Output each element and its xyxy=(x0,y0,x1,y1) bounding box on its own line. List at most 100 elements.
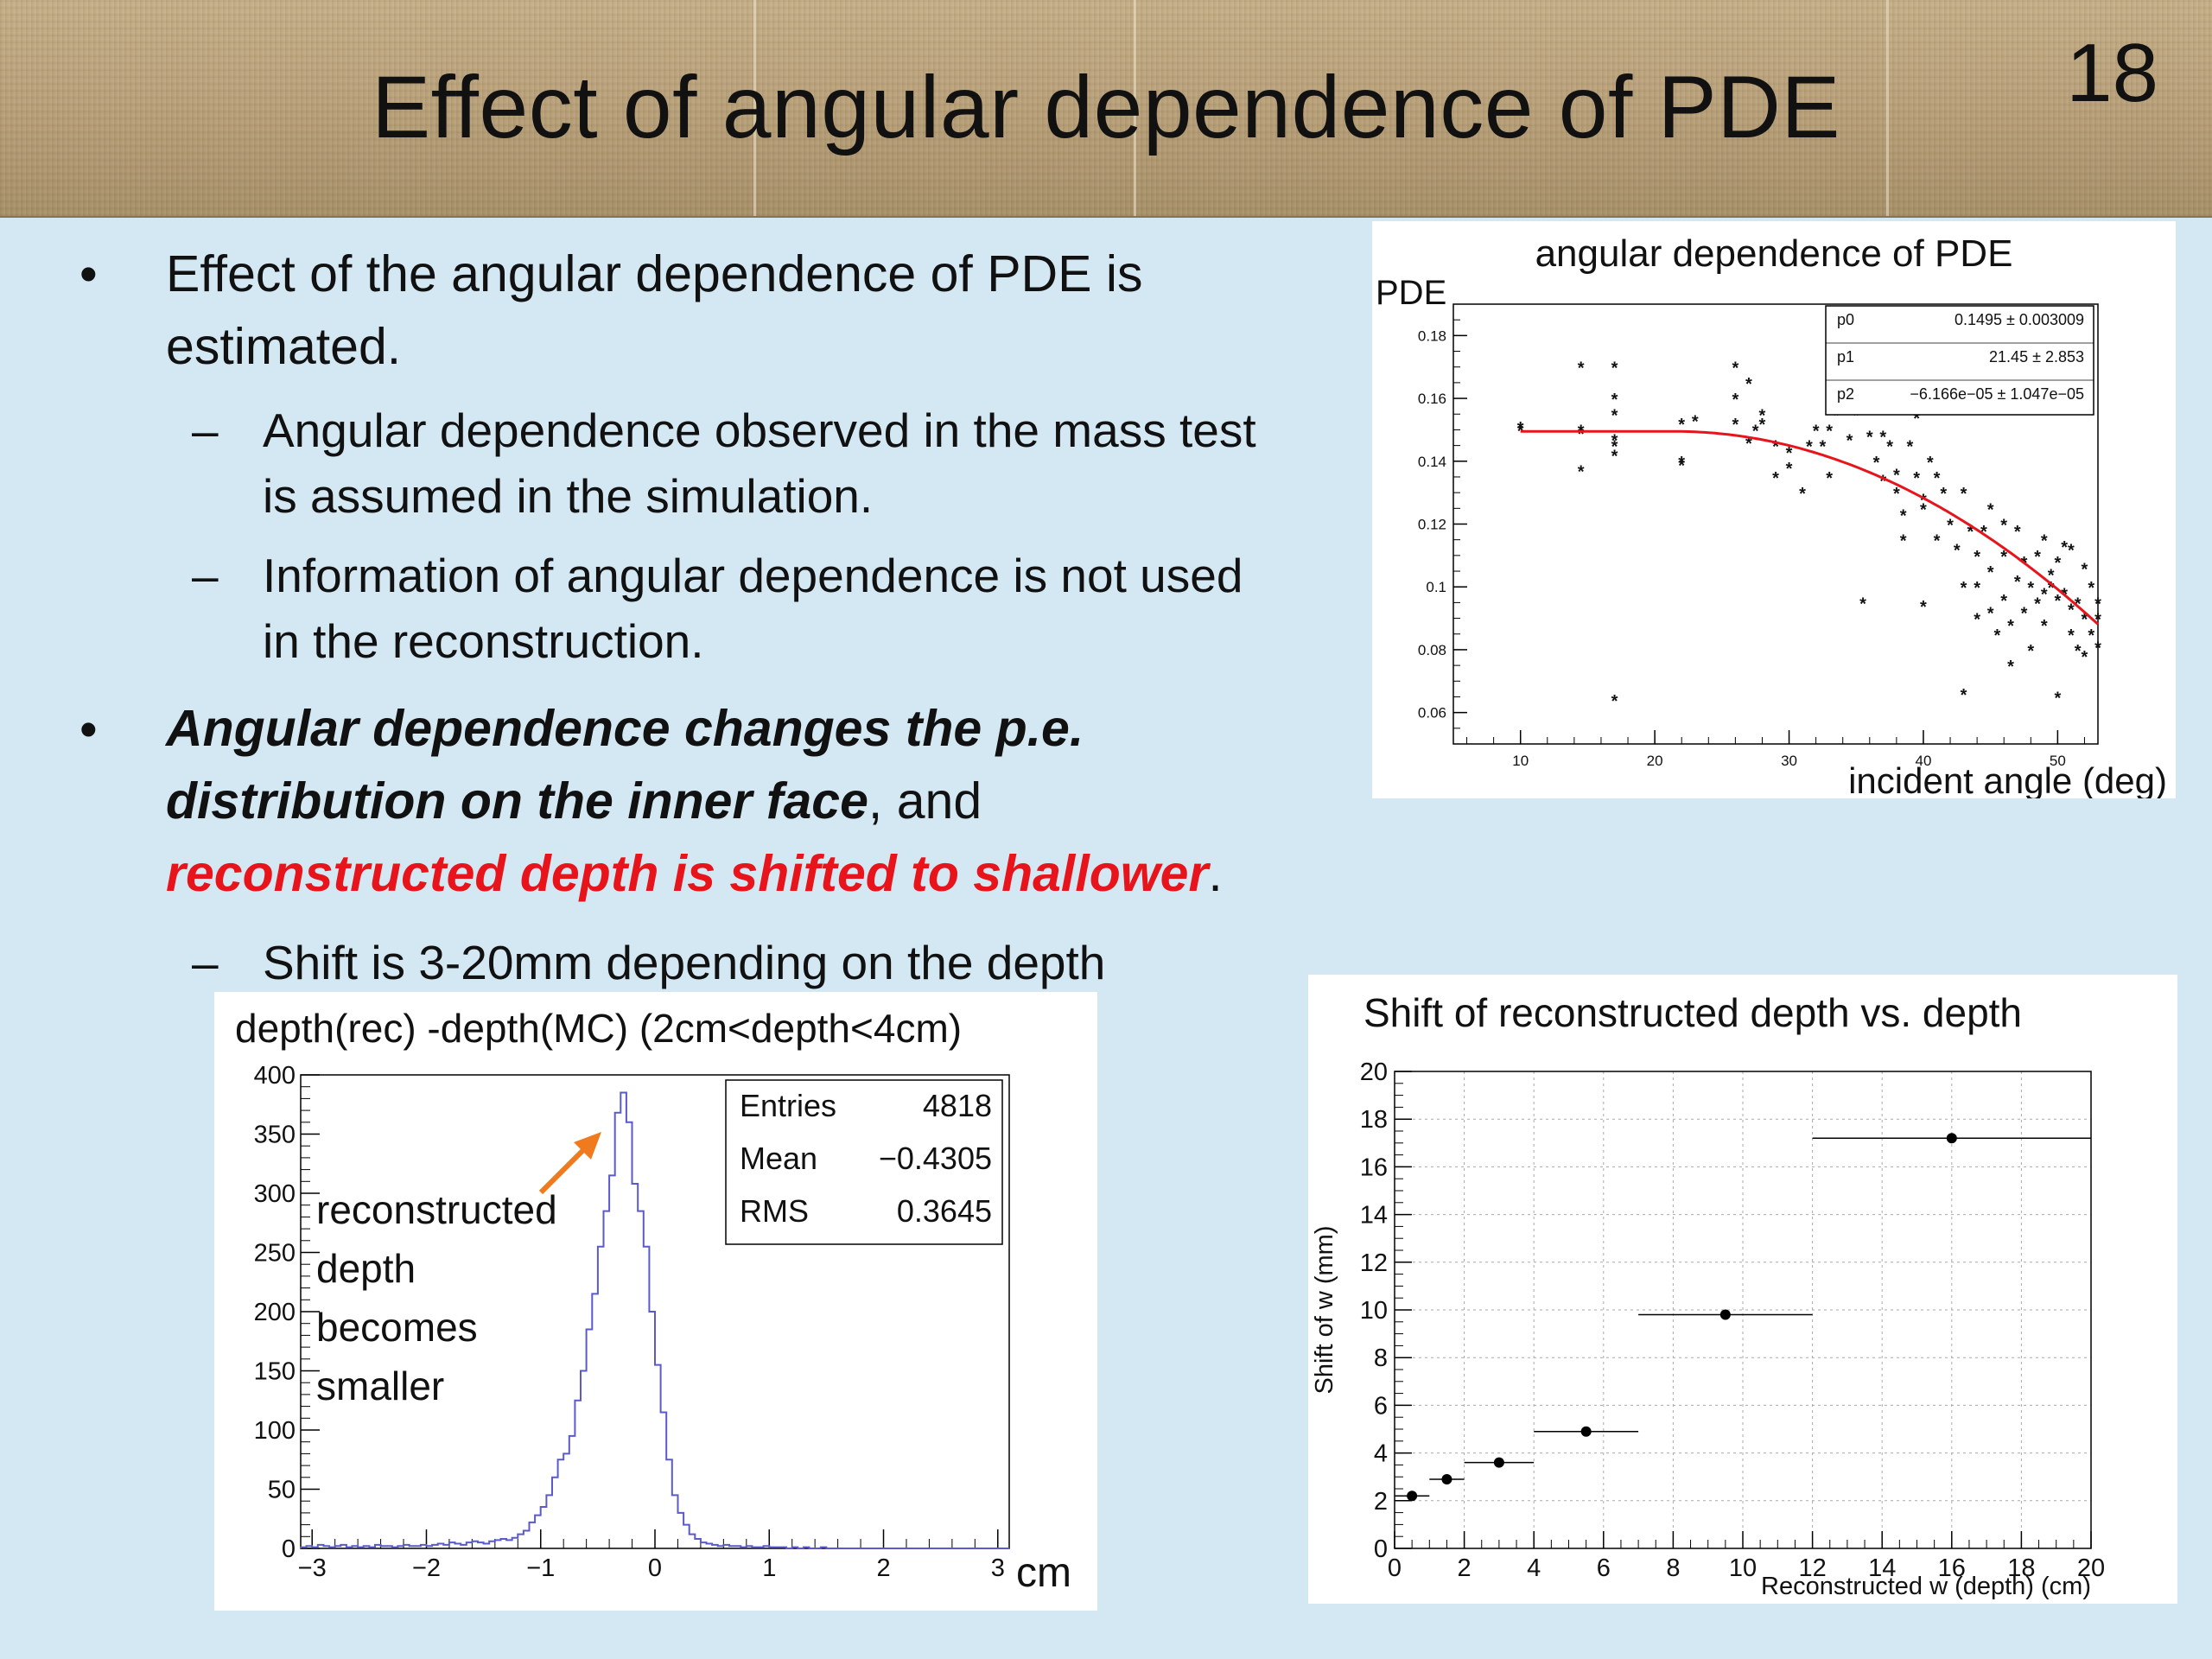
stats-name: RMS xyxy=(740,1193,809,1229)
y-axis-label: PDE xyxy=(1376,274,1446,312)
x-tick-label: 0 xyxy=(1388,1554,1402,1582)
data-point: * xyxy=(1987,604,1994,623)
texture-seam xyxy=(1134,0,1136,216)
data-point: * xyxy=(2034,594,2041,613)
data-point: * xyxy=(1732,416,1738,435)
data-point: * xyxy=(1578,463,1585,482)
data-point: * xyxy=(2075,594,2082,613)
data-point: * xyxy=(1900,507,1907,526)
histogram-chart: depth(rec) -depth(MC) (2cm<depth<4cm) cm 0… xyxy=(235,1006,1071,1596)
data-point: * xyxy=(2027,579,2034,598)
x-tick-label: 12 xyxy=(1798,1554,1826,1582)
sub-bullet-1-line-2: is assumed in the simulation. xyxy=(263,469,874,523)
data-point: * xyxy=(1806,438,1813,457)
bullet-2-line-1: Angular dependence changes the p.e. xyxy=(166,700,1084,757)
data-point: * xyxy=(2082,648,2088,667)
data-point: * xyxy=(1987,500,1994,519)
data-point: * xyxy=(1879,429,1886,448)
x-tick-label: 3 xyxy=(991,1554,1005,1582)
data-point: * xyxy=(1940,485,1947,504)
data-point: * xyxy=(1611,359,1618,378)
x-tick-label: 6 xyxy=(1597,1554,1611,1582)
stats-box xyxy=(1825,305,2094,416)
data-point: * xyxy=(2068,601,2075,620)
data-point: * xyxy=(1611,391,1618,410)
data-point: * xyxy=(1517,419,1524,438)
x-tick-label: −3 xyxy=(298,1554,327,1582)
data-point: * xyxy=(1900,532,1907,551)
data-point: * xyxy=(1813,422,1820,441)
data-point: * xyxy=(2041,585,2048,604)
y-tick-label: 50 xyxy=(268,1477,296,1504)
data-point: * xyxy=(2000,548,2007,567)
sub-bullet-2-line-2: in the reconstruction. xyxy=(263,614,704,668)
histogram-panel: depth(rec) -depth(MC) (2cm<depth<4cm) cm 0… xyxy=(214,992,1097,1611)
data-point: * xyxy=(1961,579,1967,598)
y-tick-label: 0.16 xyxy=(1418,391,1446,407)
y-tick-label: 150 xyxy=(254,1358,296,1386)
bullet-2-tail: , and xyxy=(868,772,982,830)
data-point: * xyxy=(2068,542,2075,561)
data-point: * xyxy=(2054,592,2061,611)
x-tick-label: −2 xyxy=(412,1554,441,1582)
chart-title: depth(rec) -depth(MC) (2cm<depth<4cm) xyxy=(235,1006,962,1051)
x-tick-label: 16 xyxy=(1938,1554,1966,1582)
data-point xyxy=(1580,1426,1592,1437)
x-tick-label: 2 xyxy=(1458,1554,1471,1582)
annotation-text: smaller xyxy=(316,1363,444,1408)
stats-name: p1 xyxy=(1837,348,1854,365)
data-point: * xyxy=(1678,416,1685,435)
data-point: * xyxy=(1873,454,1880,473)
y-tick-label: 400 xyxy=(254,1062,296,1090)
data-point: * xyxy=(2094,639,2101,658)
chart-title: angular dependence of PDE xyxy=(1535,232,2013,275)
data-point: * xyxy=(2000,592,2007,611)
data-point: * xyxy=(1994,626,2001,645)
x-tick-label: −1 xyxy=(526,1554,555,1582)
shift-chart-panel: Shift of reconstructed depth vs. depth Re… xyxy=(1308,975,2177,1604)
x-tick-label: 50 xyxy=(2050,753,2066,769)
data-point: * xyxy=(1732,391,1738,410)
data-point: * xyxy=(1772,469,1779,488)
x-tick-label: 20 xyxy=(1647,753,1663,769)
data-point: * xyxy=(1974,548,1980,567)
pde-chart: angular dependence of PDE PDE incident ang… xyxy=(1376,232,2167,801)
stats-name: Entries xyxy=(740,1088,836,1123)
data-point: * xyxy=(2082,560,2088,579)
y-tick-label: 0.14 xyxy=(1418,454,1446,470)
stats-value: 0.3645 xyxy=(897,1193,992,1229)
data-point: * xyxy=(1847,431,1853,450)
data-point: * xyxy=(1974,579,1980,598)
data-point: * xyxy=(2082,611,2088,630)
texture-seam xyxy=(1886,0,1889,216)
annotation-text: reconstructed xyxy=(316,1187,557,1232)
data-point: * xyxy=(2054,689,2061,708)
x-tick-label: 30 xyxy=(1781,753,1797,769)
data-point: * xyxy=(1833,406,1840,425)
x-tick-label: 2 xyxy=(876,1554,890,1582)
data-point: * xyxy=(1826,422,1833,441)
stats-value: 21.45 ± 2.853 xyxy=(1989,348,2084,365)
data-point: * xyxy=(1980,523,1987,542)
dash-symbol: – xyxy=(192,549,219,602)
stats-name: Mean xyxy=(740,1141,817,1176)
data-point: * xyxy=(2027,642,2034,661)
x-tick-label: 14 xyxy=(1868,1554,1896,1582)
data-point: * xyxy=(1934,469,1941,488)
y-tick-label: 0.1 xyxy=(1426,579,1446,595)
fit-curve xyxy=(1520,429,2100,626)
stats-name: p0 xyxy=(1837,311,1854,328)
stats-value: −6.166e−05 ± 1.047e−05 xyxy=(1910,385,2084,403)
data-point: * xyxy=(1786,460,1793,479)
data-point: * xyxy=(1859,594,1866,613)
x-tick-label: 8 xyxy=(1666,1554,1680,1582)
data-point: * xyxy=(1578,359,1585,378)
data-point: * xyxy=(1927,454,1934,473)
bullet-1-line-1: Effect of the angular dependence of PDE … xyxy=(166,245,1143,302)
data-point xyxy=(1441,1473,1452,1484)
data-point: * xyxy=(1578,425,1585,444)
data-point: * xyxy=(2068,626,2075,645)
data-point: * xyxy=(1934,532,1941,551)
data-point: * xyxy=(1913,469,1920,488)
data-point: * xyxy=(2088,579,2094,598)
